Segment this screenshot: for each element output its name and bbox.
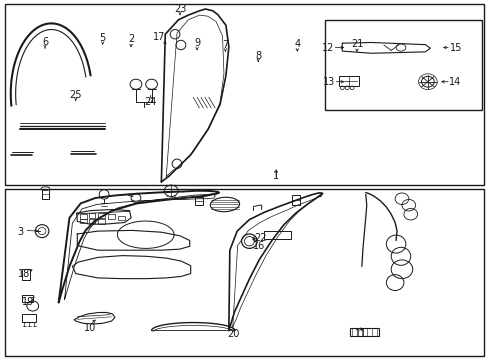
Bar bbox=[194, 197, 203, 205]
Text: 19: 19 bbox=[22, 297, 35, 307]
Bar bbox=[80, 214, 86, 219]
Bar bbox=[118, 216, 124, 220]
Text: 7: 7 bbox=[222, 40, 228, 50]
Text: 5: 5 bbox=[100, 33, 105, 43]
Bar bbox=[21, 314, 36, 322]
Text: 25: 25 bbox=[69, 90, 82, 100]
Text: 1: 1 bbox=[273, 171, 279, 181]
Text: 9: 9 bbox=[194, 38, 200, 48]
Text: 10: 10 bbox=[84, 323, 97, 333]
Bar bbox=[88, 219, 95, 223]
Text: 14: 14 bbox=[447, 77, 460, 87]
Text: 16: 16 bbox=[252, 240, 265, 251]
Text: 2: 2 bbox=[128, 34, 134, 44]
Text: 13: 13 bbox=[322, 77, 334, 87]
Bar bbox=[88, 213, 95, 218]
Bar bbox=[98, 219, 105, 224]
Bar bbox=[21, 269, 30, 280]
Text: 17: 17 bbox=[152, 32, 165, 42]
Bar bbox=[264, 231, 290, 239]
Bar bbox=[21, 295, 33, 302]
Bar bbox=[5, 189, 483, 356]
Text: 3: 3 bbox=[18, 227, 23, 237]
Text: 11: 11 bbox=[354, 329, 366, 339]
Bar bbox=[42, 189, 49, 199]
Text: 6: 6 bbox=[42, 37, 48, 48]
Bar bbox=[349, 328, 378, 336]
Text: 4: 4 bbox=[294, 39, 300, 49]
Bar bbox=[325, 20, 481, 110]
Bar bbox=[108, 214, 115, 219]
Bar bbox=[98, 213, 105, 218]
Text: 18: 18 bbox=[18, 269, 31, 279]
Text: 23: 23 bbox=[173, 4, 186, 14]
Text: 22: 22 bbox=[254, 233, 266, 243]
Bar bbox=[339, 76, 358, 86]
Text: 21: 21 bbox=[350, 39, 363, 49]
Text: 20: 20 bbox=[227, 329, 240, 339]
Bar bbox=[80, 219, 86, 223]
Bar bbox=[292, 195, 300, 205]
Text: 8: 8 bbox=[255, 51, 261, 61]
Text: 15: 15 bbox=[448, 42, 461, 53]
Bar bbox=[5, 4, 483, 185]
Text: 24: 24 bbox=[144, 96, 157, 107]
Text: 12: 12 bbox=[322, 42, 334, 53]
